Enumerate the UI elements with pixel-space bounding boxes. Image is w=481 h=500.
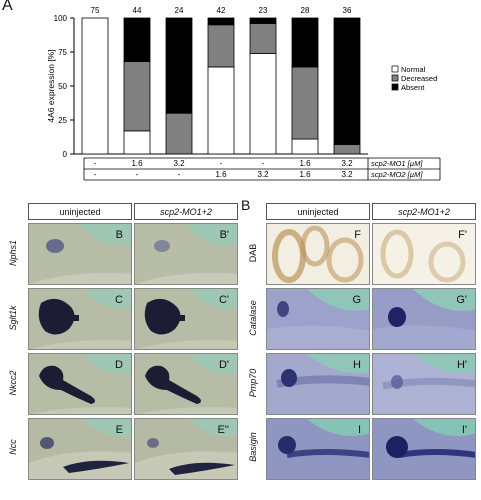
y-tick-label: 0 xyxy=(63,150,68,159)
panel-label: B xyxy=(115,229,123,241)
condition-mo2-label: scp2-MO2 [µM] xyxy=(371,170,423,179)
panel-label: I' xyxy=(461,424,467,436)
image-panel-b-prime: B' xyxy=(134,223,238,285)
bar-segment-decreased xyxy=(333,144,361,155)
condition-mo1-value: - xyxy=(94,159,97,168)
panel-label: D xyxy=(115,359,123,371)
n-count-label: 44 xyxy=(133,6,142,15)
condition-mo1-value: 1.6 xyxy=(299,159,311,168)
image-panel-c-prime: C' xyxy=(134,288,238,350)
image-panel-f-prime: F' xyxy=(372,223,476,285)
panel-label: E xyxy=(115,424,123,436)
panel-label: B' xyxy=(219,229,229,241)
image-panel-g-prime: G' xyxy=(372,288,476,350)
panel-label: F' xyxy=(458,229,467,241)
bar-segment-absent xyxy=(165,17,193,114)
bar-segment-absent xyxy=(333,17,361,145)
image-panel-i: I xyxy=(266,418,370,480)
bar-segment-absent xyxy=(249,17,277,24)
image-panel-c: C xyxy=(28,288,132,350)
bar-segment-decreased xyxy=(207,24,235,68)
panel-label: C' xyxy=(218,294,229,306)
panel-label: I xyxy=(357,424,361,436)
bar-segment-decreased xyxy=(165,112,193,155)
condition-mo2-value: 1.6 xyxy=(299,170,311,179)
left-col-header-uninjected: uninjected xyxy=(28,203,132,220)
image-panel-i-prime: I' xyxy=(372,418,476,480)
panel-label: H xyxy=(353,359,361,371)
condition-mo2-value: 3.2 xyxy=(257,170,269,179)
gene-label-sglt1k: Sglt1k xyxy=(8,305,18,331)
image-panel-d: D xyxy=(28,353,132,415)
condition-mo1-value: 1.6 xyxy=(131,159,143,168)
bar-segment-absent xyxy=(207,17,235,26)
panel-label: D' xyxy=(218,359,229,371)
image-panel-g: G xyxy=(266,288,370,350)
gene-label-nphs1: Nphs1 xyxy=(8,240,18,267)
condition-mo2-value: - xyxy=(136,170,139,179)
panel-label: C xyxy=(115,294,123,306)
condition-mo1-value: 3.2 xyxy=(341,159,353,168)
right-col-header-uninjected: uninjected xyxy=(266,203,370,220)
gene-label-dab: DAB xyxy=(248,243,258,263)
y-tick-label: 50 xyxy=(58,82,67,91)
bar-segment-decreased xyxy=(291,66,319,140)
panel-label: F xyxy=(354,229,361,241)
condition-mo1-value: - xyxy=(262,159,265,168)
legend-swatch xyxy=(391,65,399,73)
image-panel-e-prime: E'' xyxy=(134,418,238,480)
image-panel-d-prime: D' xyxy=(134,353,238,415)
legend-swatch xyxy=(391,83,399,91)
image-panel-b: B xyxy=(28,223,132,285)
bar-segment-normal xyxy=(207,66,235,155)
condition-mo2-value: - xyxy=(94,170,97,179)
legend-swatch xyxy=(391,74,399,82)
image-panel-e: E xyxy=(28,418,132,480)
image-panel-h: H xyxy=(266,353,370,415)
bar-segment-decreased xyxy=(123,61,151,132)
gene-label-ncc: Ncc xyxy=(8,439,18,455)
bar-segment-absent xyxy=(123,17,151,62)
panel-label: H' xyxy=(456,359,467,371)
gene-label-nkcc2: Nkcc2 xyxy=(8,370,18,396)
n-count-label: 28 xyxy=(301,6,310,15)
condition-mo2-value: 3.2 xyxy=(341,170,353,179)
n-count-label: 36 xyxy=(343,6,352,15)
bar-segment-normal xyxy=(249,52,277,155)
condition-mo1-value: 3.2 xyxy=(173,159,185,168)
n-count-label: 75 xyxy=(91,6,100,15)
n-count-label: 42 xyxy=(217,6,226,15)
y-tick-label: 25 xyxy=(58,116,67,125)
y-tick-label: 75 xyxy=(58,48,67,57)
bar-segment-absent xyxy=(291,17,319,68)
panel-letter-a: A xyxy=(2,0,13,14)
panel-label: G' xyxy=(456,294,467,306)
condition-mo2-value: 1.6 xyxy=(215,170,227,179)
gene-label-pmp70: Pmp70 xyxy=(248,368,258,398)
panel-letter-b-column: B xyxy=(241,197,251,213)
panel-label: G xyxy=(352,294,361,306)
y-tick-label: 100 xyxy=(54,14,68,23)
condition-mo2-value: - xyxy=(178,170,181,179)
gene-label-catalase: Catalase xyxy=(248,300,258,336)
legend-label: Decreased xyxy=(401,74,437,83)
gene-label-basigin: Basigin xyxy=(248,432,258,462)
image-panel-h-prime: H' xyxy=(372,353,476,415)
legend-label: Absent xyxy=(401,83,425,92)
n-count-label: 23 xyxy=(259,6,268,15)
image-panel-f: F xyxy=(266,223,370,285)
right-col-header-morpholino: scp2-MO1+2 xyxy=(372,203,476,220)
y-axis-label: 4A6 expression [%] xyxy=(46,49,56,122)
panel-label: E'' xyxy=(217,424,229,436)
bar-segment-normal xyxy=(81,17,109,155)
bar-segment-normal xyxy=(123,130,151,155)
bar-segment-normal xyxy=(291,138,319,155)
n-count-label: 24 xyxy=(175,6,184,15)
condition-mo1-label: scp2-MO1 [µM] xyxy=(371,159,423,168)
bar-segment-decreased xyxy=(249,23,277,54)
legend-label: Normal xyxy=(401,65,426,74)
condition-mo1-value: - xyxy=(220,159,223,168)
left-col-header-morpholino: scp2-MO1+2 xyxy=(134,203,238,220)
